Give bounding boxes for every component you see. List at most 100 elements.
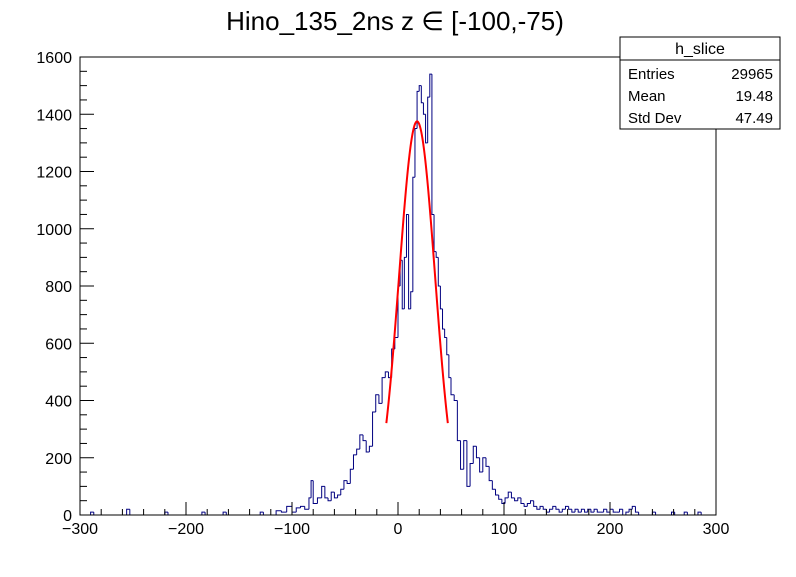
y-tick-label: 1400 [36, 107, 72, 124]
histogram-bin [463, 440, 467, 470]
stats-entries-value: 29965 [731, 66, 773, 83]
histogram-bin [603, 508, 607, 513]
histogram-bin [365, 440, 370, 453]
histogram-bin [574, 508, 579, 513]
histogram-bin [324, 486, 329, 499]
histogram-bin [549, 508, 553, 513]
histogram-bin [495, 489, 499, 496]
histogram-bin [631, 505, 636, 510]
axes: −300 −200 −100 0 100 200 300 0 200 400 600 800 1000 1… [36, 50, 729, 538]
histogram-bin [286, 505, 292, 513]
histogram-bin [304, 506, 309, 510]
histogram-bin [555, 506, 560, 510]
histogram-bin [352, 454, 357, 470]
histogram-bin [372, 411, 376, 447]
histogram-bin [523, 503, 528, 507]
y-tick-label: 600 [45, 336, 72, 353]
histogram-bin [90, 511, 94, 515]
y-tick-label: 400 [45, 394, 72, 411]
histogram-bin [593, 508, 598, 513]
histogram-bin [405, 213, 409, 258]
histogram-bin [472, 445, 477, 464]
histogram-bin [568, 506, 572, 510]
histogram-bin [222, 511, 227, 515]
histogram-bin [542, 506, 547, 510]
fit-curve [385, 120, 449, 424]
histogram-bin [561, 508, 566, 513]
histogram-bin [435, 251, 439, 258]
histogram-bin [612, 509, 617, 513]
histogram-bin [507, 491, 512, 498]
histogram-bin [330, 491, 335, 501]
histogram-bin [410, 291, 413, 309]
histogram-bin [504, 497, 509, 504]
histogram-bin [412, 176, 415, 292]
histogram-bin [498, 494, 502, 500]
histogram-bin [312, 480, 318, 505]
histogram-bin [308, 497, 312, 510]
chart-title: Hino_135_2ns z ∈ [-100,-75) [226, 6, 564, 36]
histogram-bin [299, 505, 305, 508]
histogram-bin [536, 506, 541, 510]
histogram-bin [310, 480, 314, 498]
histogram-bin [539, 505, 544, 510]
histogram-bin [425, 114, 428, 144]
histogram-bin [584, 509, 588, 513]
histogram-bin [437, 257, 441, 287]
histogram-bin [446, 337, 449, 356]
histogram-bin [625, 511, 630, 515]
histogram-bin [596, 509, 601, 513]
histogram-bin [384, 371, 389, 378]
x-tick-label: 300 [703, 521, 730, 538]
histogram-bin [444, 328, 447, 339]
histogram-bin [580, 508, 585, 513]
histogram-bin [683, 511, 688, 515]
histogram-bin [552, 505, 556, 510]
histogram-bin [482, 457, 486, 473]
histogram-bin [429, 73, 432, 98]
histogram-bin [321, 485, 325, 498]
histogram-bin [439, 286, 443, 310]
histogram-bin [587, 508, 591, 513]
histogram-bin [558, 509, 563, 513]
histogram-bin [442, 308, 445, 330]
histogram-bin [619, 508, 623, 513]
histogram-bin [533, 500, 537, 507]
histogram-bin [530, 500, 534, 504]
histogram-bin [456, 400, 461, 442]
x-tick-label: 100 [491, 521, 518, 538]
histogram-bin [359, 434, 364, 450]
histogram-bin [295, 507, 301, 513]
histogram-bin [564, 505, 569, 510]
histogram-bin [368, 445, 373, 453]
histogram-bin [275, 510, 282, 515]
histogram-bin [333, 492, 338, 499]
histogram-bin [526, 503, 531, 507]
stats-box-frame [619, 36, 781, 130]
stats-stddev-label: Std Dev [628, 110, 682, 127]
histogram-bin [356, 448, 360, 455]
histogram-bin [466, 440, 471, 487]
histogram-bin [349, 468, 354, 484]
histogram-bin [375, 394, 379, 412]
y-tick-label: 800 [45, 279, 72, 296]
histogram-bin [479, 457, 483, 473]
histogram-bin [448, 354, 451, 379]
histogram-bin [427, 96, 430, 143]
histogram-bin [316, 497, 322, 504]
histogram-bin [416, 90, 420, 129]
x-tick-label: 0 [394, 521, 403, 538]
histogram-bin [343, 480, 348, 490]
histogram-bin [378, 394, 383, 404]
histogram-bin [381, 377, 386, 404]
histogram-bin [590, 509, 595, 513]
histogram-bin [491, 480, 496, 490]
stats-mean-value: 19.48 [735, 88, 773, 105]
y-tick-label: 0 [63, 508, 72, 525]
histogram-bin [485, 457, 490, 467]
histogram-bin [697, 511, 702, 515]
histogram-bin [469, 462, 474, 487]
histogram-bin [327, 497, 332, 502]
histogram-bin [259, 511, 264, 515]
histogram-bin [340, 488, 344, 495]
